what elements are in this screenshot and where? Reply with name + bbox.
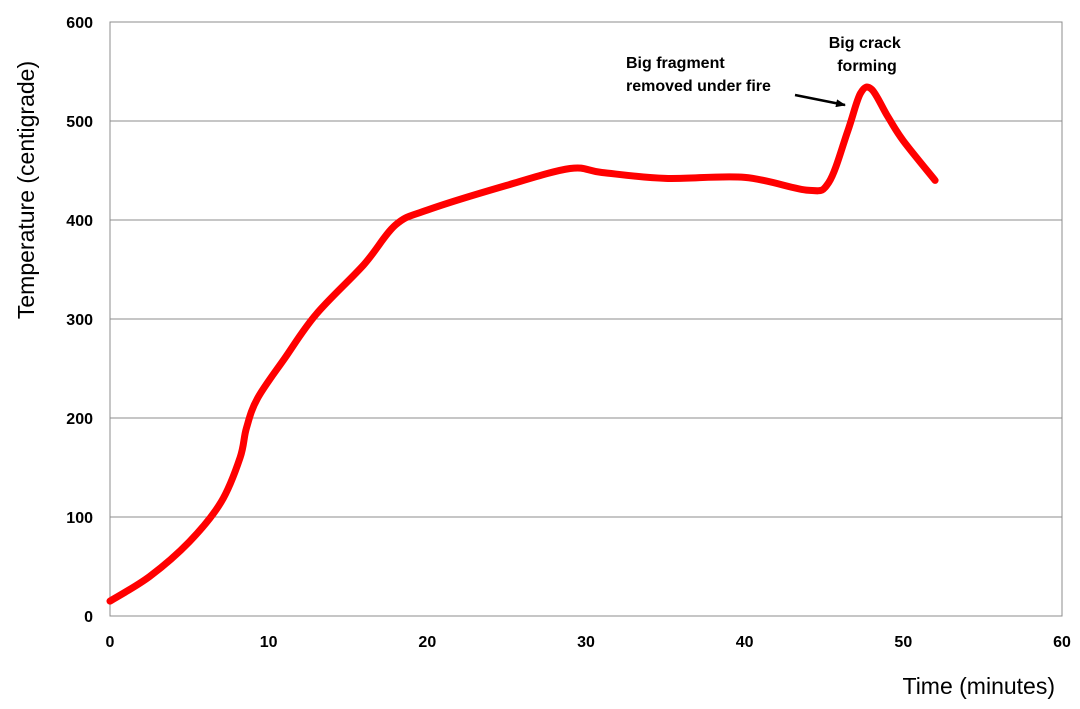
annotation-arrow	[794, 93, 846, 108]
x-tick-label-40: 40	[736, 634, 754, 651]
x-tick-label-10: 10	[260, 634, 278, 651]
y-axis-title: Temperature (centigrade)	[13, 61, 39, 319]
y-tick-label-200: 200	[66, 411, 93, 428]
x-tick-label-20: 20	[418, 634, 436, 651]
plot-frame	[109, 21, 1063, 617]
y-tick-label-300: 300	[66, 312, 93, 329]
x-tick-label-50: 50	[894, 634, 912, 651]
y-tick-label-500: 500	[66, 114, 93, 131]
y-tick-label-600: 600	[66, 15, 93, 32]
annotation-crack: Big crack forming	[829, 35, 906, 75]
y-tick-label-100: 100	[66, 510, 93, 527]
y-tick-label-400: 400	[66, 213, 93, 230]
annotation-crack-line-1: Big crack	[829, 35, 901, 52]
x-tick-label-30: 30	[577, 634, 595, 651]
x-tick-label-60: 60	[1053, 634, 1071, 651]
y-axis-ticks: 0 100 200 300 400 500 600	[66, 15, 93, 626]
x-axis-title: Time (minutes)	[903, 673, 1056, 699]
y-tick-label-0: 0	[84, 609, 93, 626]
series-line-temperature	[106, 83, 939, 605]
annotation-crack-line-2: forming	[837, 58, 897, 75]
annotation-fragment-line-2: removed under fire	[626, 78, 771, 95]
x-tick-label-0: 0	[106, 634, 115, 651]
annotation-fragment-line-1: Big fragment	[626, 55, 725, 72]
gridlines	[110, 120, 1062, 518]
x-axis-ticks: 0 10 20 30 40 50 60	[106, 634, 1071, 651]
annotation-fragment: Big fragment removed under fire	[626, 55, 771, 95]
